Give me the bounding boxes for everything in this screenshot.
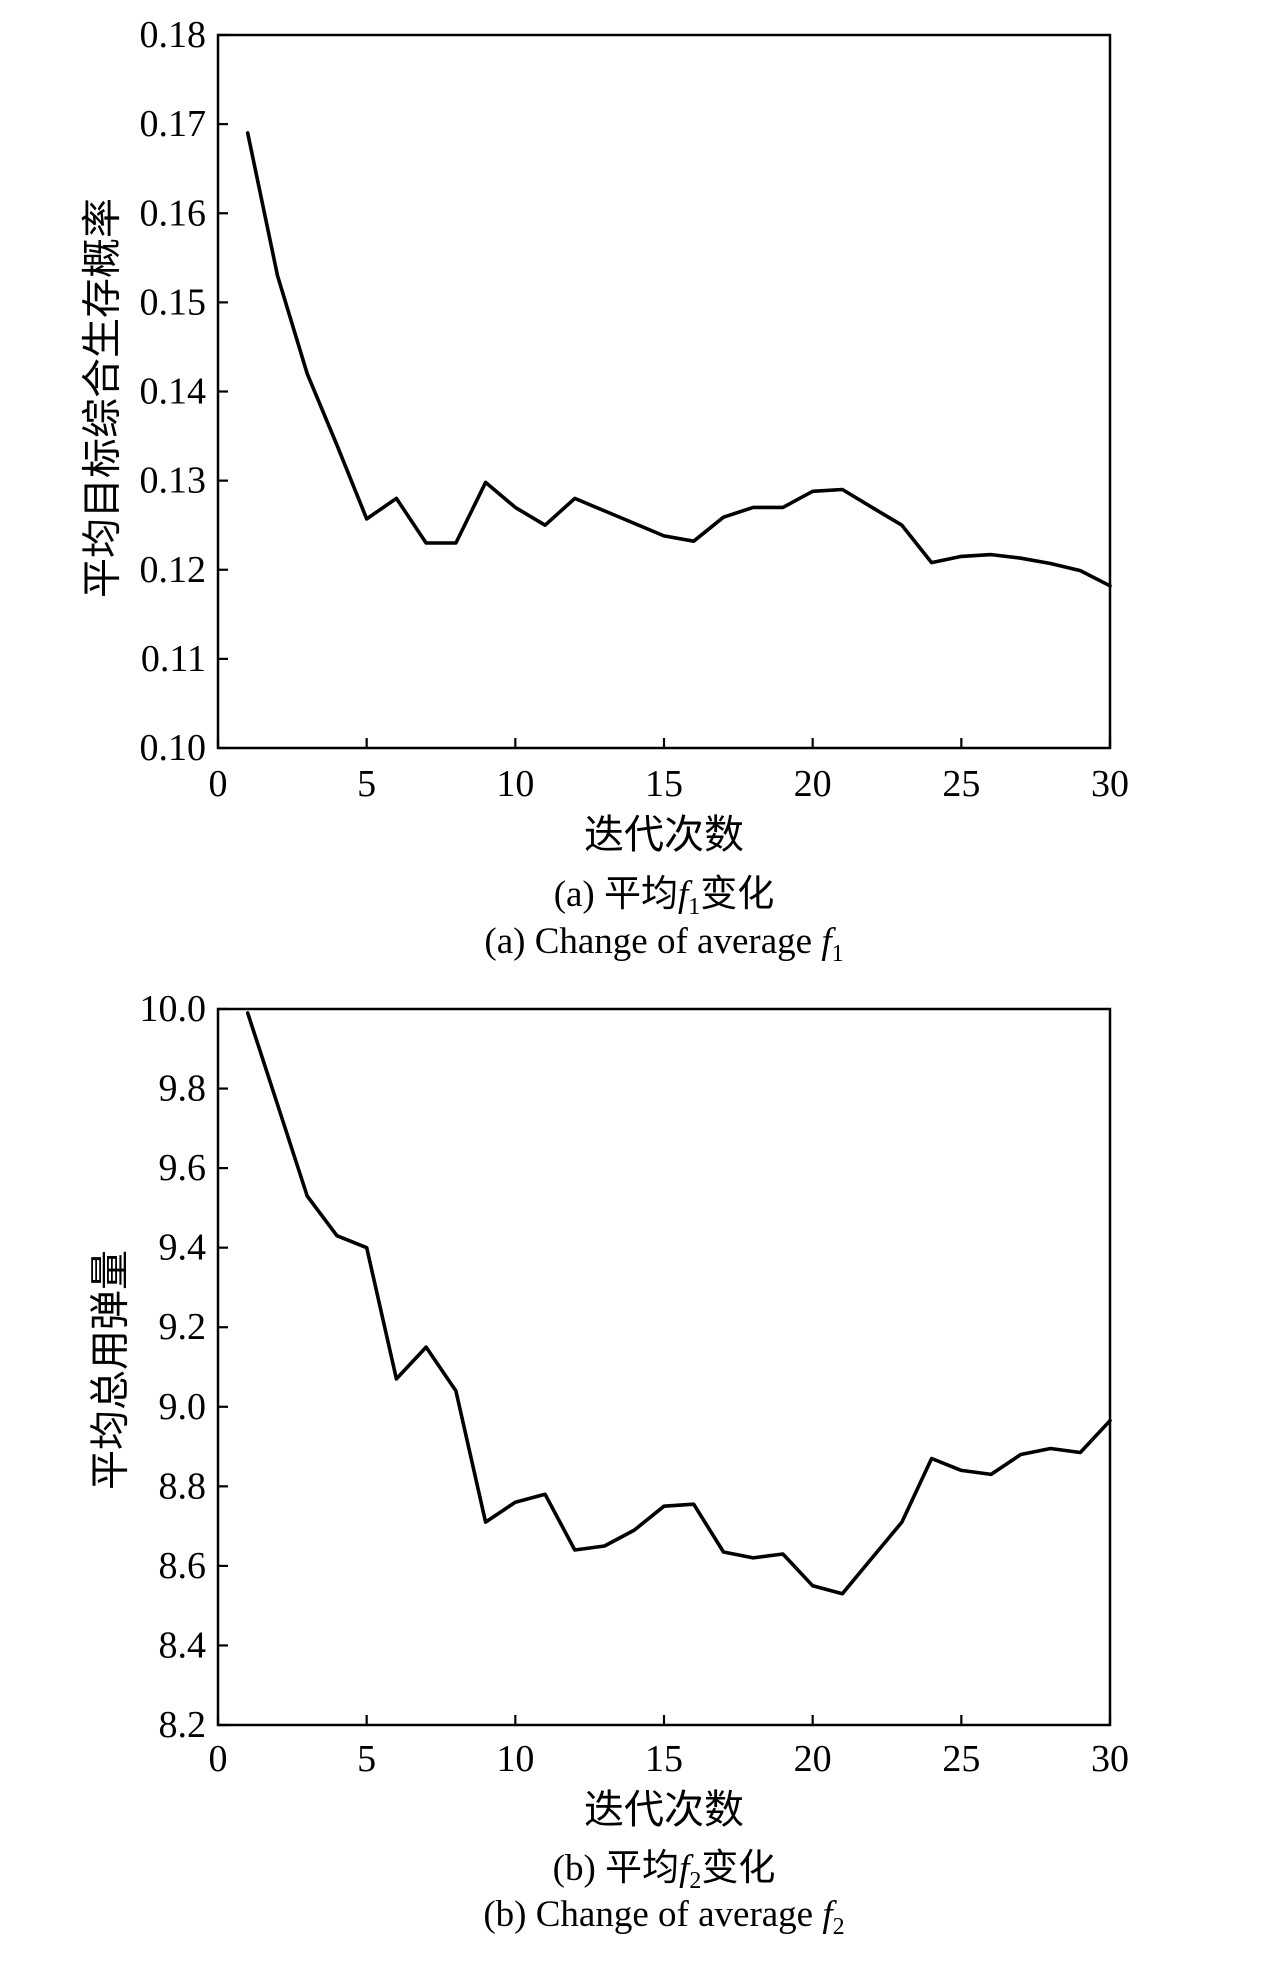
y-tick-label: 0.10 <box>140 727 207 769</box>
x-tick-label: 30 <box>1091 1738 1129 1780</box>
y-tick-label: 9.0 <box>159 1386 207 1428</box>
y-tick-label: 9.8 <box>159 1068 207 1110</box>
y-tick-label: 9.4 <box>159 1227 207 1269</box>
x-tick-label: 25 <box>942 763 980 805</box>
chart-a-caption-zh: (a) 平均f1变化 <box>554 873 775 920</box>
caption-prefix: (a) 平均 <box>554 874 678 915</box>
chart-a-x-axis-title: 迭代次数 <box>584 812 744 857</box>
x-tick-label: 15 <box>645 763 683 805</box>
y-tick-label: 0.17 <box>140 103 207 145</box>
x-tick-label: 25 <box>942 1738 980 1780</box>
chart-b-y-axis-title: 平均总用弹量 <box>88 1250 133 1490</box>
chart-b-caption-en: (b) Change of average f2 <box>483 1894 844 1940</box>
chart-a-caption-en: (a) Change of average f1 <box>484 921 843 967</box>
y-tick-label: 0.18 <box>140 14 207 56</box>
plot-frame <box>216 33 1112 750</box>
caption-subscript: 2 <box>689 1868 701 1894</box>
caption-subscript: 1 <box>688 894 700 920</box>
series-line <box>245 1011 1112 1596</box>
caption-suffix: 变化 <box>701 1847 775 1889</box>
caption-subscript: 1 <box>832 941 844 967</box>
chart-a-marks: 0 5 10 15 20 25 30 0.10 0.11 0.12 0.13 0.14 0.15 0.16… <box>140 14 1130 805</box>
caption-suffix: 变化 <box>700 873 774 915</box>
x-tick-label: 10 <box>496 763 534 805</box>
x-tick-label: 0 <box>209 1738 228 1780</box>
y-tick-label: 8.8 <box>159 1465 207 1507</box>
x-tick-label: 0 <box>209 763 228 805</box>
y-tick-label: 0.15 <box>140 281 207 323</box>
caption-subscript: 2 <box>833 1914 845 1940</box>
caption-prefix: (b) Change of average <box>483 1894 822 1935</box>
chart-b-marks: 0 5 10 15 20 25 30 8.2 8.4 8.6 8.8 9.0 9.2 9.4 9.6 9.8 1… <box>140 988 1130 1780</box>
chart-b: 0 5 10 15 20 25 30 8.2 8.4 8.6 8.8 9.0 9.2 9.4 9.6 9.8 1… <box>88 988 1130 1940</box>
chart-a-y-axis-title: 平均目标综合生存概率 <box>80 198 125 598</box>
plot-frame <box>216 1007 1112 1727</box>
x-tick-label: 30 <box>1091 763 1129 805</box>
y-tick-label: 9.6 <box>159 1147 207 1189</box>
x-tick-label: 5 <box>357 763 376 805</box>
x-tick-label: 5 <box>357 1738 376 1780</box>
x-tick-label: 20 <box>794 1738 832 1780</box>
y-tick-label: 0.16 <box>140 192 207 234</box>
y-tick-label: 0.12 <box>140 549 207 591</box>
chart-b-x-axis-title: 迭代次数 <box>584 1787 744 1832</box>
chart-b-caption-zh: (b) 平均f2变化 <box>553 1847 776 1894</box>
y-tick-label: 0.11 <box>141 638 206 680</box>
caption-prefix: (a) Change of average <box>484 921 821 962</box>
series-line <box>245 131 1112 588</box>
y-tick-label: 10.0 <box>140 988 207 1030</box>
x-tick-label: 10 <box>496 1738 534 1780</box>
chart-a: 0 5 10 15 20 25 30 0.10 0.11 0.12 0.13 0.14 0.15 0.16… <box>80 14 1130 967</box>
y-tick-label: 9.2 <box>159 1306 207 1348</box>
y-tick-label: 0.14 <box>140 371 207 413</box>
x-tick-label: 20 <box>794 763 832 805</box>
x-tick-label: 15 <box>645 1738 683 1780</box>
y-tick-label: 8.6 <box>159 1545 207 1587</box>
y-tick-label: 0.13 <box>140 460 207 502</box>
y-tick-label: 8.2 <box>159 1704 207 1746</box>
caption-prefix: (b) 平均 <box>553 1848 679 1889</box>
y-tick-label: 8.4 <box>159 1624 207 1666</box>
